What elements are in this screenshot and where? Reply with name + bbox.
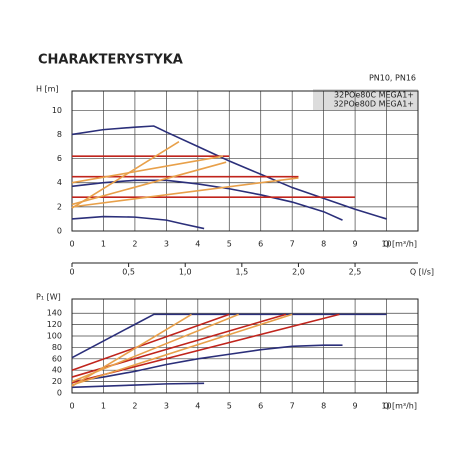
x-tick-label: 5 <box>227 240 232 249</box>
curve <box>71 313 240 383</box>
legend-entry: 32POe80C MEGA1+ <box>334 91 414 100</box>
pressure-note: PN10, PN16 <box>369 74 416 83</box>
y-tick-label: 100 <box>47 332 62 341</box>
x2-tick-label: 2,0 <box>292 268 305 277</box>
y-tick-label: 0 <box>57 227 62 236</box>
y-tick-label: 120 <box>47 320 62 329</box>
x-axis-label: Q [m³/h] <box>383 240 417 249</box>
x-tick-label: 0 <box>69 402 74 411</box>
x-tick-label: 10 <box>381 402 391 411</box>
y-tick-label: 60 <box>52 354 62 363</box>
y-axis-label: P₁ [W] <box>36 293 61 302</box>
curve <box>71 313 387 359</box>
x-tick-label: 1 <box>101 402 106 411</box>
x-tick-label: 10 <box>381 240 391 249</box>
x-tick-label: 0 <box>69 240 74 249</box>
curve <box>71 179 343 221</box>
x-tick-label: 9 <box>353 240 358 249</box>
curve <box>71 161 227 206</box>
y-tick-label: 6 <box>57 154 62 163</box>
x-tick-label: 8 <box>321 240 326 249</box>
y-tick-label: 2 <box>57 202 62 211</box>
x2-tick-label: 0 <box>69 268 74 277</box>
legend-entry: 32POe80D MEGA1+ <box>333 100 414 109</box>
x2-axis-label: Q [l/s] <box>410 268 434 277</box>
y-tick-label: 10 <box>52 106 62 115</box>
y-axis-label: H [m] <box>36 85 59 94</box>
curve <box>71 155 224 184</box>
x2-tick-label: 1,0 <box>179 268 192 277</box>
plot-frame <box>71 298 419 394</box>
x-tick-label: 7 <box>290 240 295 249</box>
x-axis-label: Q [m³/h] <box>383 402 417 411</box>
x-tick-label: 6 <box>258 240 263 249</box>
curve <box>71 313 230 371</box>
y-tick-label: 4 <box>57 178 62 187</box>
y-tick-label: 140 <box>47 309 62 318</box>
y-tick-label: 8 <box>57 130 62 139</box>
curve <box>71 141 180 209</box>
x-tick-label: 4 <box>195 240 200 249</box>
curve <box>71 382 205 389</box>
x2-tick-label: 1,5 <box>235 268 248 277</box>
curve <box>71 313 293 386</box>
x-tick-label: 7 <box>290 402 295 411</box>
x-tick-label: 6 <box>258 402 263 411</box>
x-tick-label: 3 <box>164 402 169 411</box>
curve <box>71 215 205 230</box>
x-tick-label: 9 <box>353 402 358 411</box>
y-tick-label: 80 <box>52 343 62 352</box>
chart-title: CHARAKTERYSTYKA <box>38 53 183 68</box>
y-tick-label: 40 <box>52 366 62 375</box>
y-tick-label: 20 <box>52 377 62 386</box>
curve <box>71 177 299 208</box>
x-tick-label: 1 <box>101 240 106 249</box>
x2-tick-label: 0,5 <box>122 268 135 277</box>
x-tick-label: 5 <box>227 402 232 411</box>
y-tick-label: 0 <box>57 389 62 398</box>
x-tick-label: 2 <box>132 402 137 411</box>
x-tick-label: 2 <box>132 240 137 249</box>
x-tick-label: 8 <box>321 402 326 411</box>
x-tick-label: 4 <box>195 402 200 411</box>
x-tick-label: 3 <box>164 240 169 249</box>
curve <box>71 125 387 220</box>
plot-frame <box>71 90 419 232</box>
curve <box>71 344 343 383</box>
x2-tick-label: 2,5 <box>349 268 362 277</box>
legend-box <box>313 89 418 110</box>
